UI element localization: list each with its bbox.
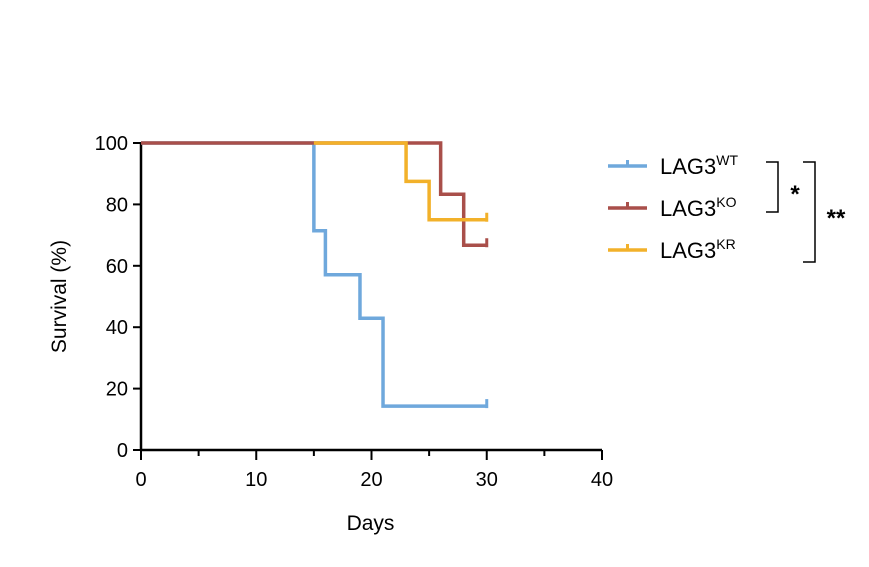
y-axis-title: Survival (%) <box>48 240 71 353</box>
y-tick-label: 60 <box>106 256 128 278</box>
chart-axes: 0 20 40 60 80 100 0 10 20 30 40 Days Survival (%) <box>48 133 613 535</box>
x-tick-label: 0 <box>135 469 146 491</box>
legend-label-ko: LAG3KO <box>660 194 737 221</box>
y-tick-label: 40 <box>106 317 128 339</box>
chart-series <box>141 141 489 409</box>
significance-brackets: *** <box>766 161 846 263</box>
x-axis-title: Days <box>347 512 395 535</box>
x-tick-label: 40 <box>591 469 613 491</box>
legend-label-kr: LAG3KR <box>660 236 736 263</box>
y-tick-label: 0 <box>117 440 128 462</box>
series-line-wt <box>141 141 487 408</box>
bracket-wt-kr <box>803 161 816 263</box>
chart-legend: LAG3WT LAG3KO LAG3KR <box>608 152 738 263</box>
x-tick-label: 10 <box>245 469 267 491</box>
y-tick-label: 100 <box>95 133 128 155</box>
y-tick-label: 20 <box>106 379 128 401</box>
significance-label-2: ** <box>827 205 846 232</box>
y-tick-label: 80 <box>106 194 128 216</box>
bracket-wt-ko <box>766 161 779 213</box>
x-tick-label: 30 <box>476 469 498 491</box>
significance-label-1: * <box>790 181 800 208</box>
legend-label-wt: LAG3WT <box>660 152 738 179</box>
x-tick-label: 20 <box>360 469 382 491</box>
series-line-kr <box>313 141 487 222</box>
